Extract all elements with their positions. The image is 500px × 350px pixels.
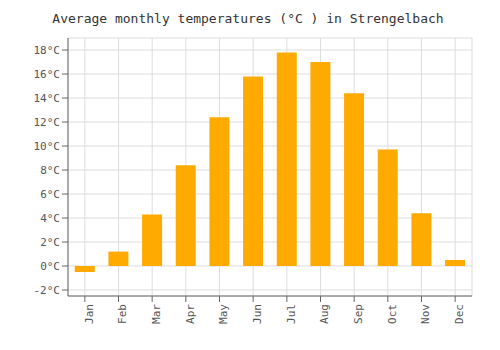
svg-text:6°C: 6°C (40, 188, 60, 201)
svg-text:Jan: Jan (83, 304, 96, 324)
svg-text:Jun: Jun (251, 304, 264, 324)
svg-text:Sep: Sep (352, 304, 365, 324)
html-text:Average monthly temperatures (: Average monthly temperatures (°C ) in St… (52, 11, 444, 26)
svg-text:16°C: 16°C (34, 68, 61, 81)
svg-text:12°C: 12°C (34, 116, 61, 129)
svg-text:2°C: 2°C (40, 236, 60, 249)
svg-text:Feb: Feb (116, 304, 129, 324)
svg-text:14°C: 14°C (34, 92, 61, 105)
svg-text:Jul: Jul (285, 304, 298, 324)
svg-text:10°C: 10°C (34, 140, 61, 153)
svg-text:Oct: Oct (386, 304, 399, 324)
svg-text:Mar: Mar (150, 304, 163, 324)
svg-text:Nov: Nov (419, 304, 432, 324)
svg-text:-2°C: -2°C (34, 284, 61, 297)
svg-text:0°C: 0°C (40, 260, 60, 273)
svg-text:Aug: Aug (318, 304, 331, 324)
svg-text:8°C: 8°C (40, 164, 60, 177)
svg-text:May: May (217, 304, 230, 324)
svg-text:4°C: 4°C (40, 212, 60, 225)
svg-text:Apr: Apr (184, 304, 197, 324)
svg-text:Dec: Dec (453, 304, 466, 324)
svg-text:18°C: 18°C (34, 44, 61, 57)
